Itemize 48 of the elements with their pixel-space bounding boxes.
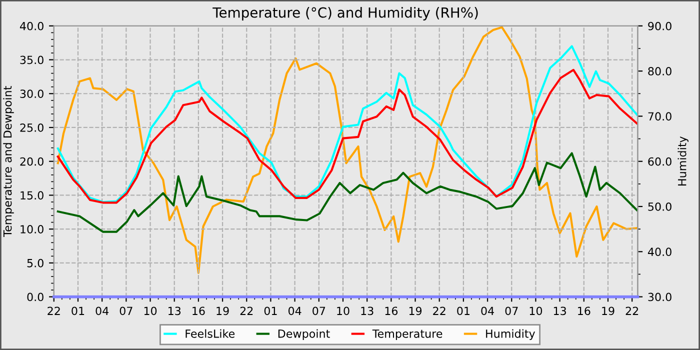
y-tick-label: 40.0 bbox=[20, 22, 44, 30]
x-tick-label: 07 bbox=[120, 306, 132, 316]
x-tick-label: 19 bbox=[409, 306, 422, 316]
x-tick-label: 04 bbox=[288, 306, 302, 316]
y2-tick-label: 90.0 bbox=[648, 22, 672, 30]
y2-tick-label: 70.0 bbox=[648, 112, 672, 121]
x-tick-label: 10 bbox=[530, 306, 542, 316]
y-tick-label: 0.0 bbox=[27, 292, 44, 302]
x-tick-label: 07 bbox=[312, 306, 326, 316]
x-tick-label: 04 bbox=[96, 306, 109, 316]
y-tick-label: 25.0 bbox=[20, 123, 44, 132]
x-tick-label: 22 bbox=[48, 306, 60, 315]
legend-label: Temperature bbox=[372, 330, 442, 340]
x-tick-label: 10 bbox=[337, 306, 350, 316]
x-tick-label: 07 bbox=[505, 306, 518, 316]
x-tick-label: 16 bbox=[385, 306, 398, 316]
y-tick-label: 10.0 bbox=[20, 225, 44, 234]
x-tick-label: 16 bbox=[192, 306, 205, 316]
x-tick-label: 13 bbox=[554, 306, 566, 316]
x-tick-label: 01 bbox=[264, 306, 277, 316]
x-tick-label: 19 bbox=[602, 306, 614, 316]
legend-label: FeelsLike bbox=[186, 329, 235, 338]
x-tick-label: 16 bbox=[578, 306, 590, 316]
x-tick-label: 22 bbox=[433, 306, 446, 315]
y-tick-label: 35.0 bbox=[20, 56, 44, 64]
x-tick-label: 01 bbox=[72, 306, 84, 316]
y2-tick-label: 30.0 bbox=[648, 292, 672, 302]
x-tick-label: 13 bbox=[168, 306, 181, 316]
legend-label: Dewpoint bbox=[278, 329, 330, 340]
x-tick-label: 22 bbox=[240, 306, 253, 315]
y2-tick-label: 40.0 bbox=[648, 248, 672, 256]
chart-title: Temperature (°C) and Humidity (RH%) bbox=[212, 7, 478, 20]
y-tick-label: 30.0 bbox=[20, 90, 44, 98]
y-axis-title: Temperature and Dewpoint bbox=[3, 86, 14, 237]
y-tick-label: 20.0 bbox=[20, 157, 44, 166]
x-tick-label: 22 bbox=[626, 306, 638, 315]
x-tick-label: 10 bbox=[144, 306, 157, 316]
legend-label: Humidity bbox=[486, 329, 536, 340]
y2-tick-label: 80.0 bbox=[648, 67, 672, 76]
y2-tick-label: 50.0 bbox=[648, 202, 672, 211]
x-tick-label: 01 bbox=[457, 306, 470, 316]
y-tick-label: 15.0 bbox=[20, 191, 44, 200]
y2-tick-label: 60.0 bbox=[648, 157, 672, 166]
y-tick-label: 5.0 bbox=[27, 258, 44, 268]
x-tick-label: 13 bbox=[361, 306, 374, 316]
x-tick-label: 19 bbox=[216, 306, 229, 316]
x-tick-label: 04 bbox=[481, 306, 494, 316]
y2-axis-title: Humidity bbox=[678, 136, 688, 186]
